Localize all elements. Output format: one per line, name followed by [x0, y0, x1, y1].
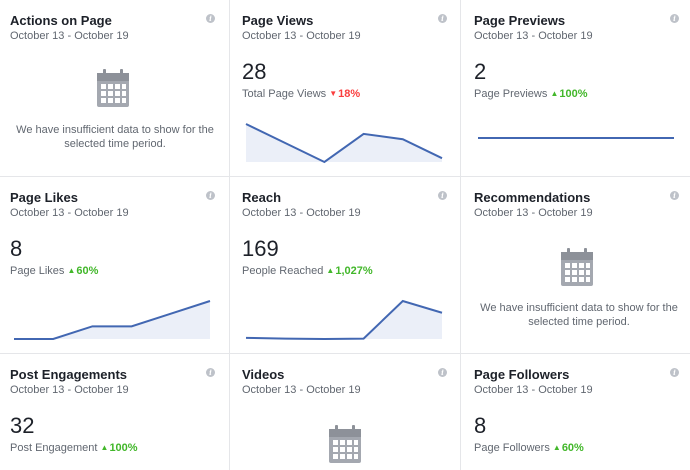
grid-divider: [229, 0, 230, 470]
metric-subtitle: Page Followers ▲60%: [474, 442, 584, 454]
change-indicator: ▲100%: [100, 442, 138, 454]
date-range: October 13 - October 19: [474, 207, 593, 219]
metric-subtitle: Page Likes ▲60%: [10, 265, 98, 277]
info-icon[interactable]: i: [670, 14, 679, 23]
metric-label: Total Page Views: [242, 88, 327, 100]
date-range: October 13 - October 19: [10, 30, 129, 42]
grid-divider: [0, 176, 690, 177]
date-range: October 13 - October 19: [242, 30, 361, 42]
metric-label: People Reached: [242, 265, 324, 277]
card-page-views[interactable]: Page Views i October 13 - October 19 28 …: [232, 0, 462, 176]
info-icon[interactable]: i: [206, 368, 215, 377]
card-reach[interactable]: Reach i October 13 - October 19 169 Peop…: [232, 177, 462, 353]
grid-divider: [460, 0, 461, 470]
card-title: Actions on Page: [10, 13, 112, 28]
triangle-up-icon: ▲: [552, 443, 561, 452]
info-icon[interactable]: i: [206, 191, 215, 200]
card-title: Reach: [242, 190, 282, 205]
sparkline-line: [245, 299, 443, 341]
metric-value: 8: [474, 413, 487, 438]
card-title: Page Likes: [10, 190, 78, 205]
date-range: October 13 - October 19: [242, 207, 361, 219]
card-title: Videos: [242, 367, 285, 382]
metric-value: 28: [242, 59, 267, 84]
metric-value: 2: [474, 59, 487, 84]
calendar-icon: [97, 69, 129, 107]
triangle-up-icon: ▲: [550, 89, 559, 98]
page-previews-sparkline: [478, 137, 674, 139]
page-likes-sparkline: [14, 300, 211, 340]
change-indicator: ▲60%: [552, 442, 584, 454]
triangle-down-icon: ▼: [329, 89, 338, 98]
metric-value: 32: [10, 413, 35, 438]
card-title: Page Views: [242, 13, 314, 28]
info-icon[interactable]: i: [438, 14, 447, 23]
metric-label: Page Likes: [10, 265, 65, 277]
card-title: Post Engagements: [10, 367, 128, 382]
triangle-up-icon: ▲: [326, 266, 335, 275]
reach-sparkline: [245, 299, 443, 341]
metric-subtitle: People Reached ▲1,027%: [242, 265, 373, 277]
card-actions-on-page[interactable]: Actions on Page i October 13 - October 1…: [0, 0, 230, 176]
date-range: October 13 - October 19: [474, 30, 593, 42]
calendar-icon: [561, 248, 593, 286]
info-icon[interactable]: i: [438, 191, 447, 200]
no-data-message: We have insufficient data to show for th…: [16, 124, 214, 150]
card-title: Page Followers: [474, 367, 570, 382]
metric-label: Post Engagement: [10, 442, 98, 454]
sparkline-area: [14, 301, 210, 339]
triangle-up-icon: ▲: [67, 266, 76, 275]
change-indicator: ▲1,027%: [326, 265, 373, 277]
sparkline-area: [246, 124, 442, 162]
date-range: October 13 - October 19: [474, 384, 593, 396]
grid-divider: [0, 353, 690, 354]
card-title: Page Previews: [474, 13, 566, 28]
card-post-engagements[interactable]: Post Engagements i October 13 - October …: [0, 354, 230, 470]
date-range: October 13 - October 19: [242, 384, 361, 396]
metric-subtitle: Total Page Views ▼18%: [242, 88, 360, 100]
metric-subtitle: Page Previews ▲100%: [474, 88, 588, 100]
card-page-followers[interactable]: Page Followers i October 13 - October 19…: [464, 354, 690, 470]
info-icon[interactable]: i: [438, 368, 447, 377]
metric-subtitle: Post Engagement ▲100%: [10, 442, 138, 454]
info-icon[interactable]: i: [670, 191, 679, 200]
change-indicator: ▲60%: [67, 265, 99, 277]
card-page-likes[interactable]: Page Likes i October 13 - October 19 8 P…: [0, 177, 230, 353]
card-page-previews[interactable]: Page Previews i October 13 - October 19 …: [464, 0, 690, 176]
info-icon[interactable]: i: [670, 368, 679, 377]
triangle-up-icon: ▲: [100, 443, 109, 452]
change-indicator: ▲100%: [550, 88, 588, 100]
date-range: October 13 - October 19: [10, 384, 129, 396]
date-range: October 13 - October 19: [10, 207, 129, 219]
metric-label: Page Followers: [474, 442, 550, 454]
change-indicator: ▼18%: [329, 88, 361, 100]
info-icon[interactable]: i: [206, 14, 215, 23]
sparkline-line: [245, 123, 443, 164]
metric-value: 169: [242, 236, 279, 261]
metric-label: Page Previews: [474, 88, 548, 100]
card-videos[interactable]: Videos i October 13 - October 19: [232, 354, 462, 470]
sparkline-line: [14, 300, 211, 340]
sparkline-area: [246, 301, 442, 339]
page-views-sparkline: [245, 123, 443, 164]
card-recommendations[interactable]: Recommendations i October 13 - October 1…: [464, 177, 690, 353]
calendar-icon: [329, 425, 361, 463]
metric-value: 8: [10, 236, 23, 261]
card-title: Recommendations: [474, 190, 591, 205]
no-data-message: We have insufficient data to show for th…: [480, 302, 678, 328]
